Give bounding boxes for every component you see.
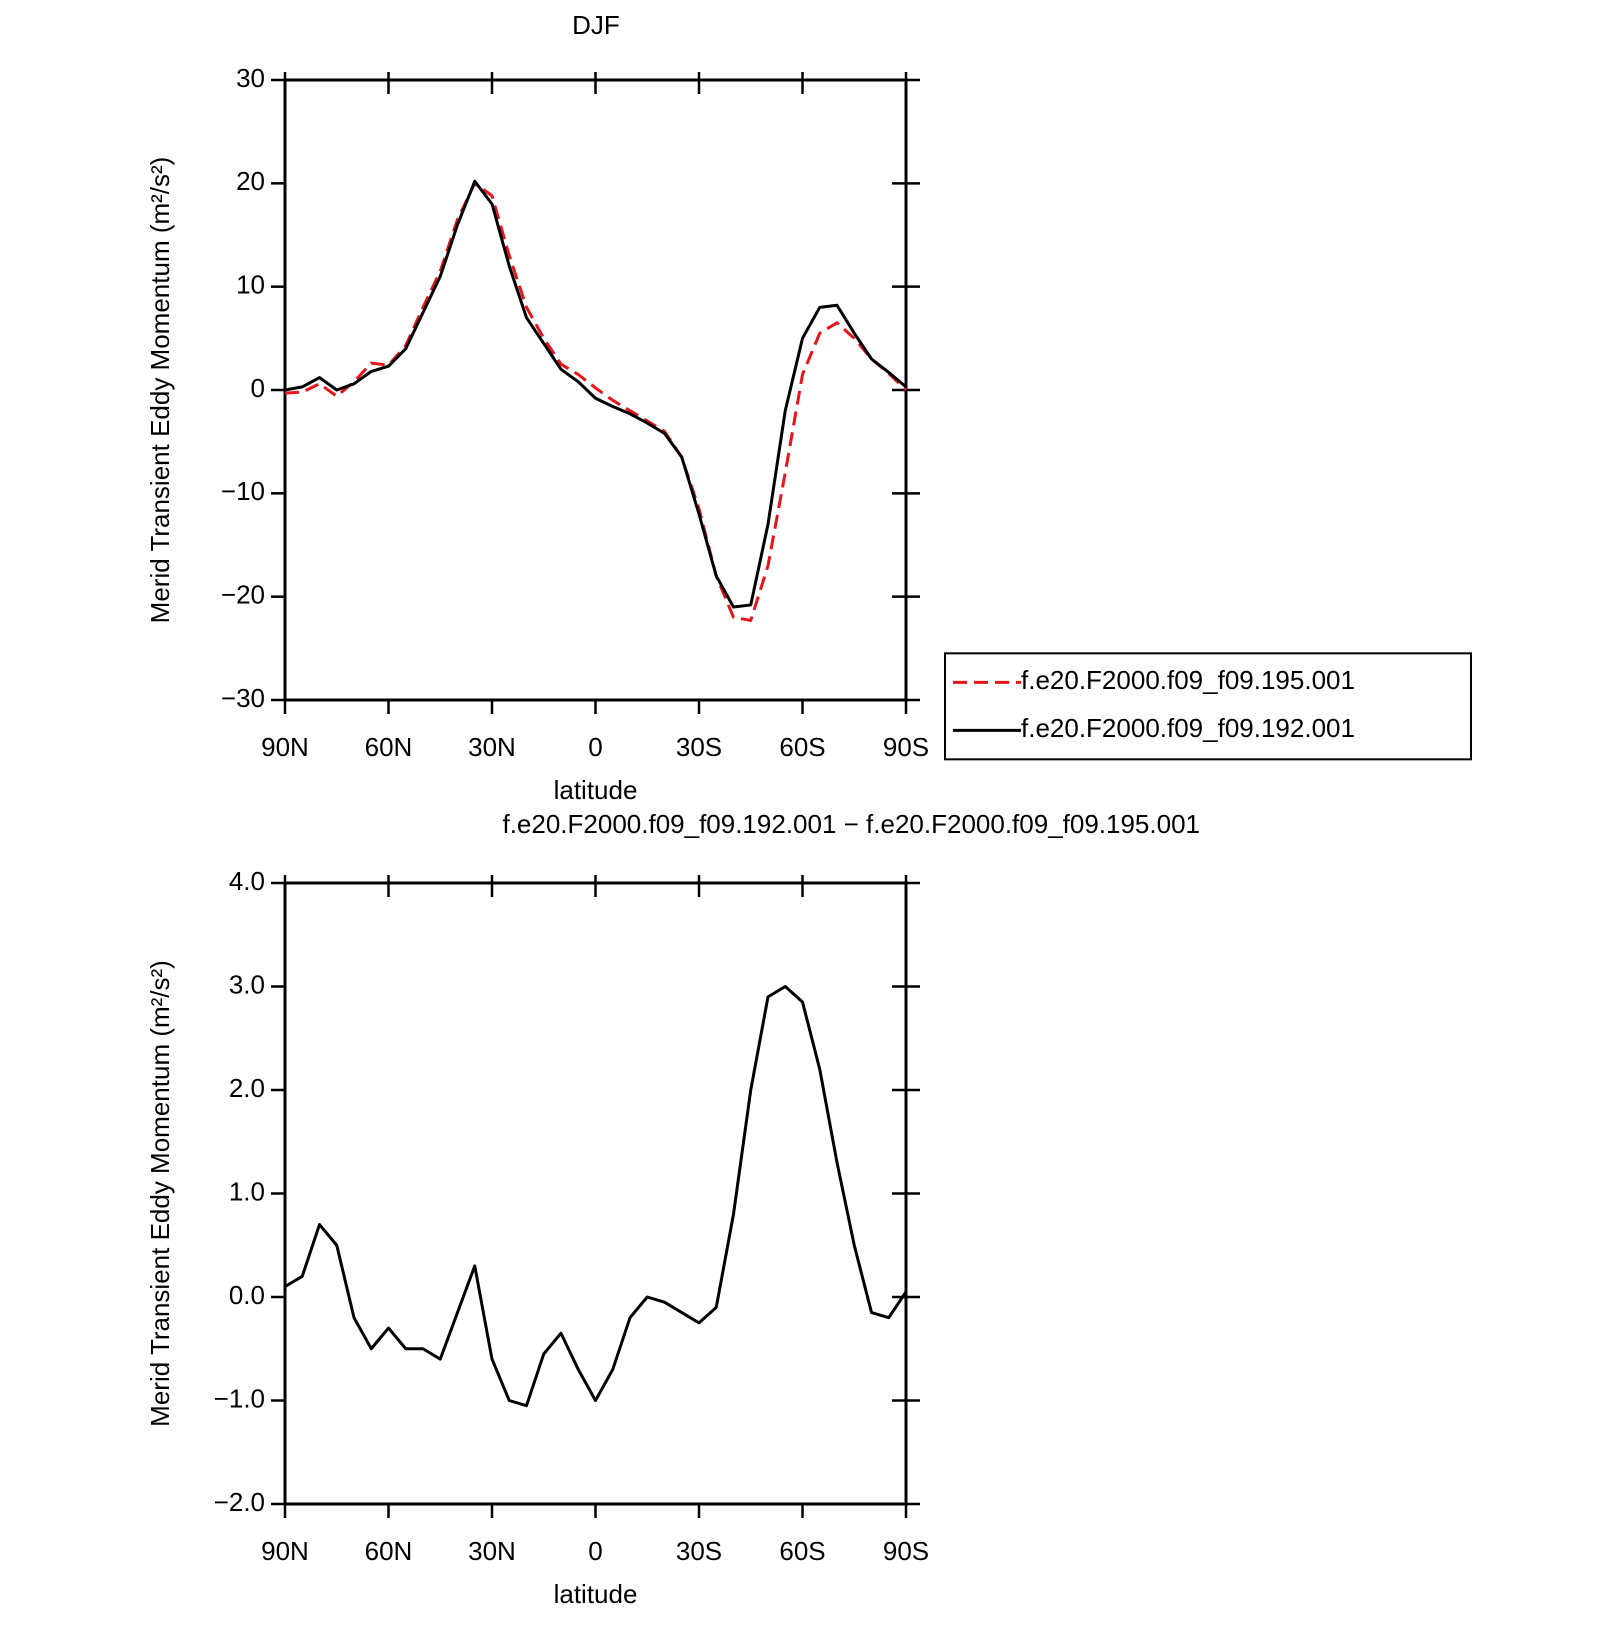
chart-title: f.e20.F2000.f09_f09.192.001 − f.e20.F200…: [502, 809, 1200, 839]
y-tick-label: 10: [236, 270, 265, 300]
y-tick-label: 4.0: [229, 866, 265, 896]
x-axis-label: latitude: [554, 1579, 638, 1609]
x-tick-label: 90S: [883, 1536, 929, 1566]
x-tick-label: 0: [588, 732, 602, 762]
x-tick-label: 30N: [468, 732, 516, 762]
data-line: [284, 181, 908, 622]
x-tick-label: 60N: [365, 732, 413, 762]
y-tick-label: −30: [221, 683, 265, 713]
y-tick-label: 0: [251, 373, 265, 403]
x-tick-label: 90N: [261, 1536, 309, 1566]
x-axis-label: latitude: [554, 775, 638, 805]
x-tick-label: 60N: [365, 1536, 413, 1566]
legend-label: f.e20.F2000.f09_f09.192.001: [1021, 713, 1355, 743]
y-tick-label: −1.0: [214, 1383, 265, 1413]
x-tick-label: 30S: [676, 732, 722, 762]
y-tick-label: 30: [236, 63, 265, 93]
y-tick-label: −10: [221, 476, 265, 506]
y-tick-label: 20: [236, 166, 265, 196]
data-line: [284, 179, 907, 609]
x-tick-label: 0: [588, 1536, 602, 1566]
x-tick-label: 60S: [779, 732, 825, 762]
x-tick-label: 30S: [676, 1536, 722, 1566]
y-tick-label: −20: [221, 580, 265, 610]
plot: DJF −30 −20 −10 0 10 20 30 90N 60N 30N 0 30S 60S 90S la…: [145, 10, 1472, 805]
plot-frame: [283, 78, 908, 702]
y-axis-label: Merid Transient Eddy Momentum (m²/s²): [145, 960, 175, 1427]
chart-title: DJF: [572, 10, 620, 40]
plot: f.e20.F2000.f09_f09.192.001 − f.e20.F200…: [145, 809, 1200, 1609]
y-tick-label: −2.0: [214, 1487, 265, 1517]
y-axis-label: Merid Transient Eddy Momentum (m²/s²): [145, 157, 175, 624]
data-line: [284, 985, 908, 1408]
y-tick-label: 3.0: [229, 969, 265, 999]
y-tick-label: 1.0: [229, 1176, 265, 1206]
x-tick-label: 90N: [261, 732, 309, 762]
legend-box: [944, 652, 1472, 761]
plot-frame: [283, 881, 908, 1506]
x-tick-label: 60S: [779, 1536, 825, 1566]
legend-label: f.e20.F2000.f09_f09.195.001: [1021, 665, 1355, 695]
y-tick-label: 2.0: [229, 1073, 265, 1103]
x-tick-label: 30N: [468, 1536, 516, 1566]
y-tick-label: 0.0: [229, 1280, 265, 1310]
x-tick-label: 90S: [883, 732, 929, 762]
